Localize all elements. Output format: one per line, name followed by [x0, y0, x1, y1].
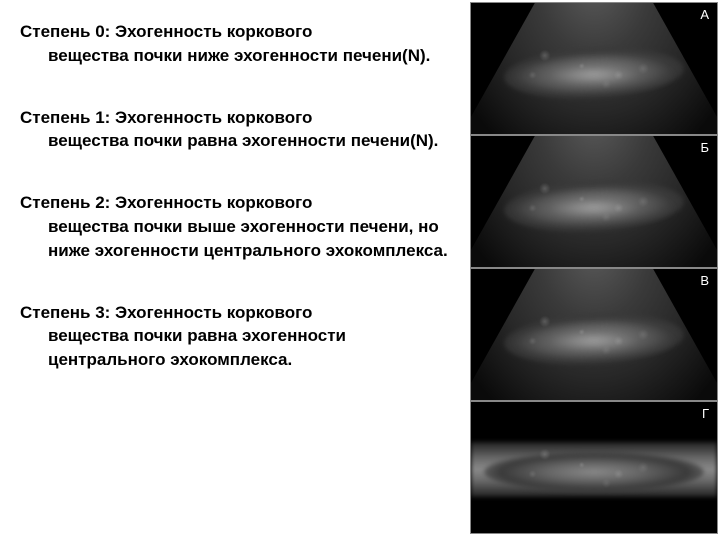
paragraph-degree-0: Степень 0: Эхогенность коркового веществ… — [20, 20, 460, 68]
ultrasound-speckle — [471, 402, 717, 533]
panel-label: Г — [702, 406, 709, 421]
paragraph-degree-3: Степень 3: Эхогенность коркового веществ… — [20, 301, 460, 372]
ultrasound-panel-g: Г — [470, 401, 718, 534]
para-first-line: Степень 1: Эхогенность коркового — [20, 108, 312, 127]
panel-label: А — [700, 7, 709, 22]
image-column: А Б В Г — [470, 0, 720, 540]
ultrasound-panel-a: А — [470, 2, 718, 135]
text-column: Степень 0: Эхогенность коркового веществ… — [0, 0, 470, 540]
ultrasound-speckle — [471, 136, 717, 267]
para-rest: вещества почки равна эхогенности централ… — [20, 324, 460, 372]
ultrasound-panel-b: Б — [470, 135, 718, 268]
para-rest: вещества почки равна эхогенности печени(… — [20, 129, 460, 153]
ultrasound-speckle — [471, 269, 717, 400]
para-first-line: Степень 0: Эхогенность коркового — [20, 22, 312, 41]
para-rest: вещества почки ниже эхогенности печени(N… — [20, 44, 460, 68]
panel-label: Б — [700, 140, 709, 155]
para-first-line: Степень 2: Эхогенность коркового — [20, 193, 312, 212]
paragraph-degree-2: Степень 2: Эхогенность коркового веществ… — [20, 191, 460, 262]
paragraph-degree-1: Степень 1: Эхогенность коркового веществ… — [20, 106, 460, 154]
para-rest: вещества почки выше эхогенности печени, … — [20, 215, 460, 263]
para-first-line: Степень 3: Эхогенность коркового — [20, 303, 312, 322]
panel-label: В — [700, 273, 709, 288]
ultrasound-speckle — [471, 3, 717, 134]
ultrasound-panel-v: В — [470, 268, 718, 401]
